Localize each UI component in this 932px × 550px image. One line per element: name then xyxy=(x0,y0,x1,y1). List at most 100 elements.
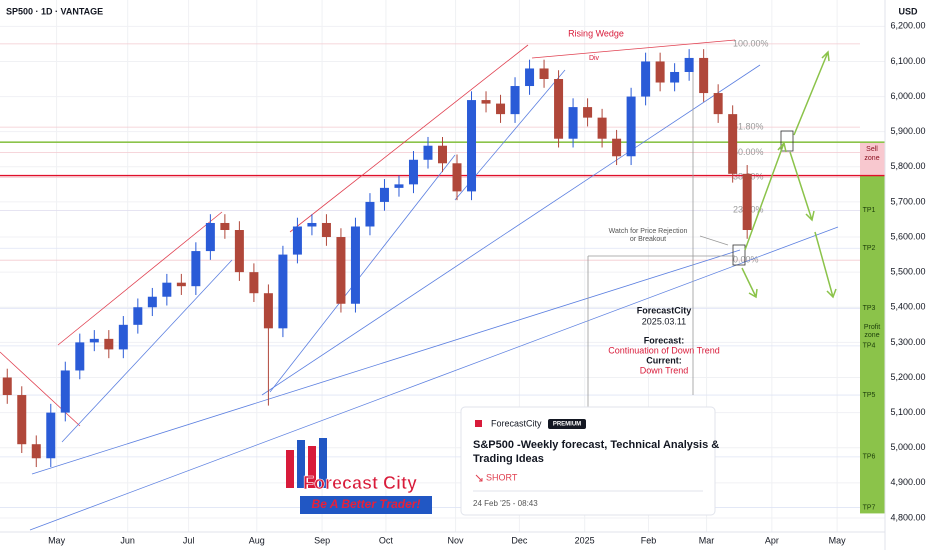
x-tick-label: Nov xyxy=(448,535,465,545)
candle-body xyxy=(612,138,622,157)
trend-line xyxy=(29,226,839,531)
price-axis xyxy=(885,0,932,550)
card-time: 24 Feb '25 - 08:43 xyxy=(473,499,538,508)
currency: USD xyxy=(898,6,918,16)
short-icon xyxy=(475,474,483,482)
target-label: TP2 xyxy=(863,245,876,252)
candle-body xyxy=(525,68,535,87)
logo-bar xyxy=(297,440,305,488)
logo-bar xyxy=(319,438,327,488)
y-tick-label: 5,400.00 xyxy=(890,302,925,312)
target-label: TP5 xyxy=(863,392,876,399)
candle-body xyxy=(350,226,360,304)
card-title[interactable]: Trading Ideas xyxy=(473,453,544,465)
candle-body xyxy=(626,96,636,157)
candle-body xyxy=(249,272,259,294)
candle-body xyxy=(104,338,114,350)
candle-body xyxy=(31,444,41,459)
x-tick-label: Jun xyxy=(120,535,135,545)
y-tick-label: 5,600.00 xyxy=(890,231,925,241)
logo-bar xyxy=(308,446,316,488)
trend-line xyxy=(531,39,736,59)
target-label: TP3 xyxy=(863,305,876,312)
candle-body xyxy=(713,93,723,115)
arrow xyxy=(741,267,758,299)
candle-body xyxy=(162,282,172,297)
candle-body xyxy=(191,251,201,287)
y-tick-label: 6,100.00 xyxy=(890,56,925,66)
box xyxy=(732,244,746,266)
profit-zone-label: Profit xyxy=(864,324,880,331)
symbol: SP500 · 1D · VANTAGE xyxy=(6,6,103,16)
y-tick-label: 5,500.00 xyxy=(890,267,925,277)
candle-body xyxy=(583,107,593,118)
fib-label: 0.00% xyxy=(733,255,759,265)
candle-body xyxy=(292,226,302,255)
candle-body xyxy=(147,296,157,308)
logo-name: Forecast City xyxy=(303,473,417,493)
y-tick-label: 5,300.00 xyxy=(890,337,925,347)
candle-body xyxy=(336,237,346,304)
x-tick-label: Aug xyxy=(249,535,265,545)
logo-bar xyxy=(286,450,294,488)
candle-body xyxy=(17,395,27,445)
candle-body xyxy=(423,145,433,160)
x-tick-label: May xyxy=(48,535,66,545)
target-label: TP6 xyxy=(863,454,876,461)
logo: Forecast City Be A Better Trader! xyxy=(286,438,432,514)
x-tick-label: 2025 xyxy=(575,535,595,545)
x-tick-label: Dec xyxy=(511,535,528,545)
candle-body xyxy=(263,293,273,329)
candle-body xyxy=(728,114,738,174)
card-author[interactable]: ForecastCity xyxy=(491,418,542,428)
candle-body xyxy=(220,222,230,231)
candle-body xyxy=(539,68,549,80)
candle-body xyxy=(379,187,389,202)
candle-body xyxy=(408,159,418,185)
y-tick-label: 5,100.00 xyxy=(890,407,925,417)
sell-zone xyxy=(860,142,885,176)
fib-label: 61.80% xyxy=(733,121,764,131)
x-tick-label: Apr xyxy=(765,535,779,545)
x-tick-label: Mar xyxy=(699,535,715,545)
candle-body xyxy=(510,86,520,115)
forecast-text: Continuation of Down Trend xyxy=(608,345,720,355)
trend-line xyxy=(289,44,529,233)
candle-body xyxy=(496,103,506,115)
drawings xyxy=(0,39,839,531)
candle-body xyxy=(452,163,462,192)
fib-label: 50.00% xyxy=(733,147,764,157)
candle-body xyxy=(568,107,578,139)
target-label: TP4 xyxy=(863,343,876,350)
candle-body xyxy=(597,117,607,139)
trend-line xyxy=(0,351,81,427)
arrow xyxy=(814,231,837,299)
candle-body xyxy=(699,57,709,94)
candle-body xyxy=(75,342,85,371)
x-tick-label: Oct xyxy=(379,535,394,545)
candle-body xyxy=(655,61,665,83)
candle-body xyxy=(438,145,447,164)
trend-line xyxy=(57,211,223,346)
idea-card[interactable]: ForecastCity PREMIUM S&P500 -Weekly fore… xyxy=(460,406,719,516)
candle-body xyxy=(641,61,651,97)
candle-body xyxy=(554,79,564,139)
card-box[interactable] xyxy=(460,406,716,516)
y-tick-label: 6,000.00 xyxy=(890,91,925,101)
badge-text: PREMIUM xyxy=(553,422,581,428)
y-tick-label: 5,000.00 xyxy=(890,442,925,452)
annotation: Watch for Price Rejection xyxy=(609,228,688,235)
candle-body xyxy=(742,173,752,231)
sell-zone-label: zone xyxy=(864,155,879,162)
candle-body xyxy=(278,254,288,329)
box xyxy=(780,130,794,152)
y-tick-label: 6,200.00 xyxy=(890,21,925,31)
trend-line xyxy=(261,64,761,396)
card-title[interactable]: S&P500 -Weekly forecast, Technical Analy… xyxy=(473,439,719,451)
forecast-date: 2025.03.11 xyxy=(642,316,686,326)
badge xyxy=(548,419,586,429)
candle-body xyxy=(118,324,128,350)
candle-body xyxy=(133,307,143,325)
annotation: Rising Wedge xyxy=(568,28,624,38)
